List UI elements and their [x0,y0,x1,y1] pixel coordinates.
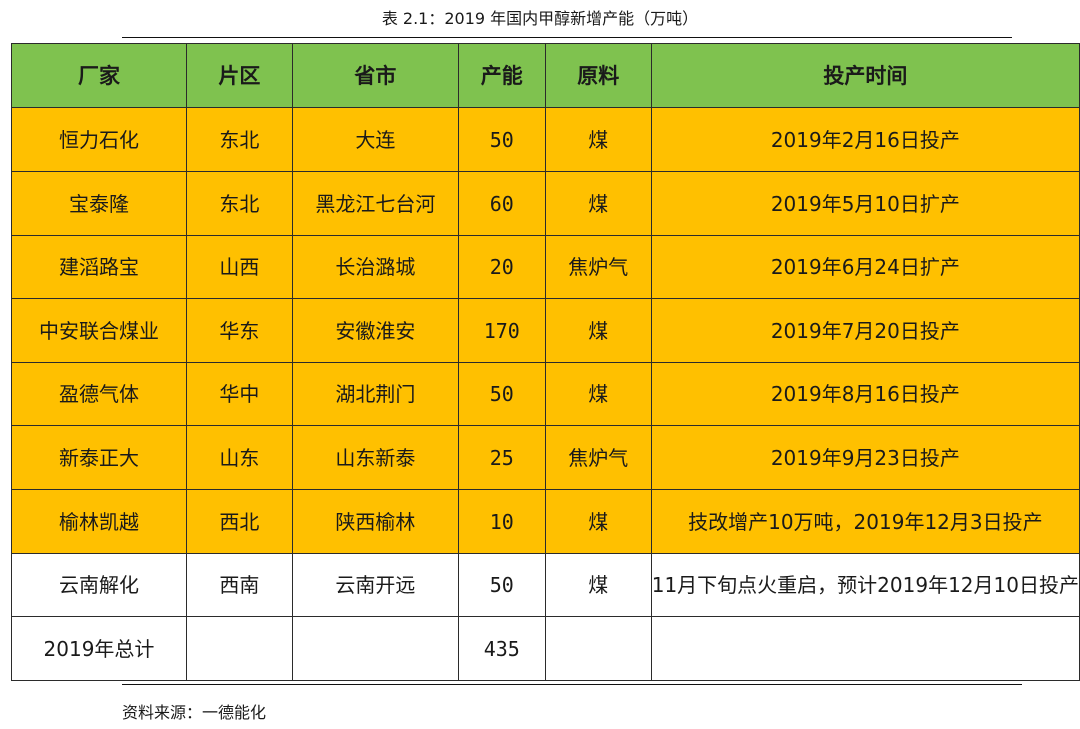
region-cell: 山东 [185,425,293,490]
region-cell: 西南 [185,553,293,617]
feedstock-cell: 煤 [544,171,652,236]
feedstock-cell: 煤 [544,362,652,426]
empty-cell [544,616,652,681]
capacity-cell: 50 [457,553,546,617]
header-start-time: 投产时间 [650,43,1080,108]
start-time-cell: 2019年2月16日投产 [650,107,1080,172]
feedstock-cell: 煤 [544,298,652,363]
total-capacity-cell: 435 [457,616,546,681]
table-header-row: 厂家 片区 省市 产能 原料 投产时间 [11,43,1080,108]
empty-cell [650,616,1080,681]
company-cell: 新泰正大 [11,425,187,490]
capacity-cell: 50 [457,362,546,426]
table-row: 云南解化 西南 云南开远 50 煤 11月下旬点火重启，预计2019年12月10… [11,553,1080,617]
capacity-cell: 25 [457,425,546,490]
table-row: 盈德气体 华中 湖北荆门 50 煤 2019年8月16日投产 [11,362,1080,426]
capacity-table: 厂家 片区 省市 产能 原料 投产时间 恒力石化 东北 大连 50 煤 2019… [11,43,1080,681]
province-city-cell: 云南开远 [291,553,459,617]
start-time-cell: 2019年5月10日扩产 [650,171,1080,236]
header-region: 片区 [185,43,293,108]
region-cell: 东北 [185,171,293,236]
feedstock-cell: 煤 [544,553,652,617]
header-feedstock: 原料 [544,43,652,108]
region-cell: 山西 [185,235,293,299]
bottom-rule [122,684,1022,685]
table-row: 中安联合煤业 华东 安徽淮安 170 煤 2019年7月20日投产 [11,298,1080,363]
province-city-cell: 大连 [291,107,459,172]
company-cell: 中安联合煤业 [11,298,187,363]
province-city-cell: 陕西榆林 [291,489,459,554]
total-label-cell: 2019年总计 [11,616,187,681]
province-city-cell: 安徽淮安 [291,298,459,363]
region-cell: 东北 [185,107,293,172]
header-company: 厂家 [11,43,187,108]
total-row: 2019年总计 435 [11,616,1080,681]
company-cell: 云南解化 [11,553,187,617]
capacity-cell: 20 [457,235,546,299]
province-city-cell: 黑龙江七台河 [291,171,459,236]
capacity-cell: 50 [457,107,546,172]
region-cell: 西北 [185,489,293,554]
start-time-cell: 2019年6月24日扩产 [650,235,1080,299]
company-cell: 恒力石化 [11,107,187,172]
province-city-cell: 长治潞城 [291,235,459,299]
feedstock-cell: 煤 [544,107,652,172]
start-time-cell: 技改增产10万吨，2019年12月3日投产 [650,489,1080,554]
region-cell: 华东 [185,298,293,363]
province-city-cell: 山东新泰 [291,425,459,490]
table-row: 新泰正大 山东 山东新泰 25 焦炉气 2019年9月23日投产 [11,425,1080,490]
feedstock-cell: 煤 [544,489,652,554]
capacity-cell: 170 [457,298,546,363]
start-time-cell: 2019年9月23日投产 [650,425,1080,490]
company-cell: 盈德气体 [11,362,187,426]
source-note: 资料来源：一德能化 [122,703,267,722]
company-cell: 榆林凯越 [11,489,187,554]
top-rule [122,37,1012,38]
table-caption: 表 2.1：2019 年国内甲醇新增产能（万吨） [381,9,699,28]
region-cell: 华中 [185,362,293,426]
header-capacity: 产能 [457,43,546,108]
table-row: 恒力石化 东北 大连 50 煤 2019年2月16日投产 [11,107,1080,172]
province-city-cell: 湖北荆门 [291,362,459,426]
start-time-cell: 2019年7月20日投产 [650,298,1080,363]
empty-cell [291,616,459,681]
feedstock-cell: 焦炉气 [544,425,652,490]
start-time-cell: 2019年8月16日投产 [650,362,1080,426]
feedstock-cell: 焦炉气 [544,235,652,299]
company-cell: 宝泰隆 [11,171,187,236]
start-time-cell: 11月下旬点火重启，预计2019年12月10日投产 [650,553,1080,617]
capacity-cell: 10 [457,489,546,554]
table-row: 宝泰隆 东北 黑龙江七台河 60 煤 2019年5月10日扩产 [11,171,1080,236]
capacity-cell: 60 [457,171,546,236]
header-province-city: 省市 [291,43,459,108]
table-row: 榆林凯越 西北 陕西榆林 10 煤 技改增产10万吨，2019年12月3日投产 [11,489,1080,554]
empty-cell [185,616,293,681]
table-row: 建滔路宝 山西 长治潞城 20 焦炉气 2019年6月24日扩产 [11,235,1080,299]
company-cell: 建滔路宝 [11,235,187,299]
